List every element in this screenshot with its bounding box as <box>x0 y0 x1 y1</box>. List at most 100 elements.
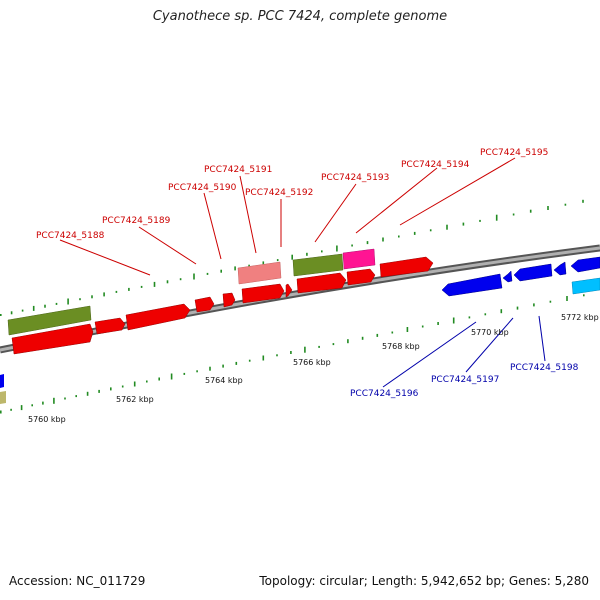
gc-tick <box>158 377 160 381</box>
gene-pcc7424-5197[interactable] <box>513 263 553 282</box>
gc-tick <box>391 331 394 334</box>
feature-magenta-1[interactable] <box>342 248 376 270</box>
gc-tick <box>262 355 265 361</box>
label-pcc7424-5188[interactable]: PCC7424_5188 <box>36 231 105 241</box>
gc-tick <box>318 345 320 348</box>
feature-olive-2[interactable] <box>292 253 344 277</box>
gc-tick <box>583 294 585 297</box>
topology-text: Topology: circular; Length: 5,942,652 bp… <box>259 574 589 588</box>
gene-pcc7424-5194[interactable] <box>346 268 376 286</box>
label-pcc7424-5197[interactable]: PCC7424_5197 <box>431 375 499 385</box>
gene-red-arrow-4[interactable] <box>194 296 215 313</box>
gc-tick <box>196 370 198 373</box>
gc-tick <box>55 302 58 305</box>
gc-tick <box>262 261 265 265</box>
label-pcc7424-5194[interactable]: PCC7424_5194 <box>401 160 470 170</box>
gc-tick <box>484 313 487 316</box>
gc-tick <box>500 309 503 314</box>
tick-label-5770: 5770 kbp <box>471 328 509 337</box>
tick-label-5760: 5760 kbp <box>28 415 66 424</box>
gene-pcc7424-5190[interactable] <box>222 292 236 308</box>
gene-pcc7424-5196[interactable] <box>441 273 503 297</box>
gc-tick <box>20 405 23 411</box>
gc-tick <box>75 395 77 398</box>
gene-pcc7424-5195[interactable] <box>379 256 434 278</box>
gc-tick <box>437 322 439 325</box>
gc-tick <box>235 361 238 365</box>
feature-blue-left-edge <box>0 374 4 388</box>
reverse-gene-labels: PCC7424_5196 PCC7424_5197 PCC7424_5198 <box>350 363 579 399</box>
gene-pcc7424-5191[interactable] <box>241 283 285 304</box>
gc-tick <box>462 222 465 226</box>
gc-skew-ticks-top <box>0 199 584 316</box>
gc-tick <box>31 404 33 407</box>
gc-tick <box>32 305 35 311</box>
gc-tick <box>361 336 364 340</box>
gc-tick <box>183 372 186 375</box>
tick-label-5772: 5772 kbp <box>561 313 599 322</box>
gc-tick <box>193 273 195 280</box>
gc-tick <box>79 298 81 301</box>
gc-tick <box>566 296 568 301</box>
gc-tick <box>179 278 182 281</box>
gc-tick <box>564 203 567 206</box>
gc-tick <box>220 269 222 273</box>
gc-tick <box>468 316 471 319</box>
gc-tick <box>0 314 2 316</box>
gc-tick <box>446 224 448 230</box>
gc-tick <box>512 213 515 216</box>
gene-pcc7424-5198[interactable] <box>570 256 600 273</box>
tick-label-5768: 5768 kbp <box>382 342 420 351</box>
gene-pcc7424-5189[interactable] <box>125 303 191 331</box>
gc-tick <box>479 219 481 222</box>
gc-tick <box>248 359 251 362</box>
gc-tick <box>290 351 292 354</box>
forward-gene-labels: PCC7424_5188 PCC7424_5189 PCC7424_5190 P… <box>36 148 548 241</box>
gc-tick <box>67 298 69 305</box>
gc-tick <box>547 206 549 210</box>
gc-tick <box>533 303 535 307</box>
gc-tick <box>140 285 143 288</box>
tick-label-5766: 5766 kbp <box>293 358 331 367</box>
gc-tick <box>121 385 124 388</box>
leader-lines <box>59 157 546 388</box>
label-pcc7424-5190[interactable]: PCC7424_5190 <box>168 183 237 193</box>
gc-tick <box>98 389 100 393</box>
gc-tick <box>351 244 353 247</box>
gene-pcc7424-5188[interactable] <box>11 323 94 355</box>
gc-tick <box>133 381 136 387</box>
label-pcc7424-5193[interactable]: PCC7424_5193 <box>321 173 389 183</box>
gc-tick <box>86 391 89 396</box>
label-pcc7424-5196[interactable]: PCC7424_5196 <box>350 389 419 399</box>
feature-olive-1[interactable] <box>7 305 92 336</box>
gene-pcc7424-5193[interactable] <box>296 272 347 294</box>
gc-tick <box>153 281 156 287</box>
label-pcc7424-5195[interactable]: PCC7424_5195 <box>480 148 548 158</box>
gc-tick <box>42 401 44 405</box>
tick-label-5764: 5764 kbp <box>205 376 243 385</box>
label-pcc7424-5189[interactable]: PCC7424_5189 <box>102 216 171 226</box>
gc-tick <box>376 333 379 337</box>
gene-blue-arrow-4[interactable] <box>553 261 567 276</box>
gc-tick <box>170 373 173 380</box>
kbp-tick-labels: 5760 kbp 5762 kbp 5764 kbp 5766 kbp 5768… <box>28 313 599 424</box>
gc-tick <box>406 327 409 332</box>
label-pcc7424-5198[interactable]: PCC7424_5198 <box>510 363 579 373</box>
gc-tick <box>53 397 55 404</box>
gc-tick <box>10 408 12 411</box>
gene-blue-arrow-2[interactable] <box>502 270 513 283</box>
label-pcc7424-5192[interactable]: PCC7424_5192 <box>245 188 313 198</box>
feature-pink-1[interactable] <box>237 261 282 285</box>
gc-tick <box>529 209 532 213</box>
gene-red-arrow-2[interactable] <box>94 317 126 335</box>
gc-tick <box>549 300 552 303</box>
gene-pcc7424-5192[interactable] <box>285 283 293 298</box>
gc-tick <box>110 387 112 391</box>
gc-tick <box>234 266 236 271</box>
gc-tick <box>304 346 306 353</box>
gc-tick <box>413 231 416 235</box>
feature-cyan-1[interactable] <box>571 277 600 295</box>
gc-tick <box>91 295 93 299</box>
accession-text: Accession: NC_011729 <box>9 574 146 588</box>
label-pcc7424-5191[interactable]: PCC7424_5191 <box>204 165 272 175</box>
